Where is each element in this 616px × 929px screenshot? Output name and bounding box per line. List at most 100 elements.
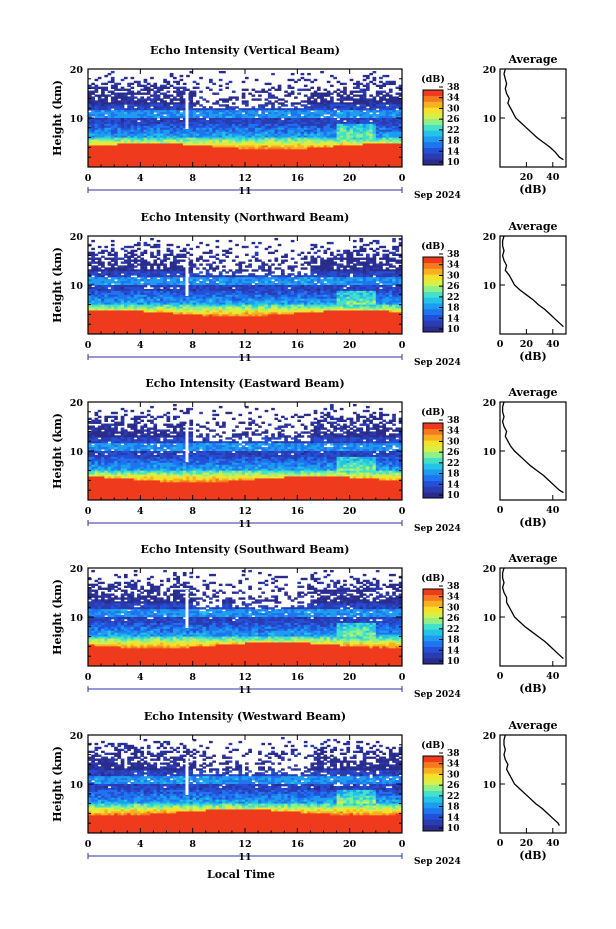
heatmap-cell — [225, 139, 230, 142]
heatmap-cell — [231, 96, 236, 99]
heatmap-cell — [352, 108, 357, 111]
heatmap-cell — [372, 135, 377, 138]
heatmap-cell — [117, 114, 122, 117]
heatmap-cell — [218, 70, 223, 74]
heatmap-cell — [362, 78, 367, 82]
heatmap-cell — [182, 131, 187, 135]
heatmap-cell — [140, 123, 144, 127]
heatmap-cell — [156, 125, 161, 129]
heatmap-cell — [264, 137, 269, 140]
heatmap-cell — [300, 123, 305, 127]
heatmap-cell — [195, 279, 200, 282]
heatmap-cell — [159, 88, 164, 91]
heatmap-cell — [297, 118, 301, 121]
heatmap-cell — [375, 106, 380, 109]
heatmap-cell — [97, 100, 102, 103]
heatmap-cell — [375, 90, 380, 93]
heatmap-cell — [395, 92, 400, 95]
heatmap-cell — [176, 127, 180, 131]
heatmap-cell — [94, 102, 99, 105]
heatmap-cell — [258, 98, 262, 101]
heatmap-cell — [375, 114, 380, 117]
heatmap-cell — [133, 100, 138, 103]
heatmap-cell — [362, 96, 367, 99]
heatmap-cell — [114, 137, 118, 140]
heatmap-cell — [303, 94, 308, 97]
heatmap-cell — [133, 249, 138, 253]
heatmap-cell — [195, 108, 200, 111]
heatmap-cell — [215, 102, 220, 105]
heatmap-cell — [336, 139, 341, 142]
heatmap-cell — [215, 116, 220, 119]
heatmap-cell — [258, 259, 262, 262]
heatmap-cell — [166, 86, 171, 89]
heatmap-cell — [277, 88, 282, 91]
profile-x-label: (dB) — [519, 183, 546, 196]
heatmap-cell — [137, 112, 141, 115]
heatmap-cell — [163, 104, 167, 107]
heatmap-cell — [261, 123, 266, 127]
heatmap-cell — [385, 114, 390, 117]
heatmap-cell — [362, 88, 367, 91]
heatmap-cell — [88, 139, 92, 142]
heatmap-cell — [225, 112, 230, 115]
heatmap-cell — [245, 127, 249, 131]
heatmap-cell — [114, 135, 118, 138]
heatmap-cell — [330, 253, 334, 256]
heatmap-cell — [323, 139, 328, 142]
heatmap-cell — [310, 118, 315, 121]
heatmap-cell — [392, 253, 396, 256]
heatmap-cell — [362, 84, 367, 88]
heatmap-cell — [235, 141, 239, 144]
heatmap-cell — [323, 127, 328, 131]
heatmap-cell — [349, 129, 354, 133]
heatmap-cell — [245, 131, 249, 135]
heatmap-cell — [388, 88, 393, 91]
heatmap-cell — [117, 133, 122, 137]
heatmap-cell — [395, 127, 400, 131]
heatmap-cell — [212, 255, 216, 258]
heatmap-cell — [153, 94, 158, 97]
heatmap-cell — [107, 125, 112, 129]
y-tick-label: 20 — [70, 65, 84, 76]
heatmap-cell — [110, 102, 115, 105]
heatmap-cell — [153, 255, 158, 258]
heatmap-cell — [274, 135, 279, 138]
heatmap-cell — [228, 123, 233, 127]
heatmap-cell — [120, 123, 125, 127]
heatmap-cell — [362, 104, 367, 107]
heatmap-cell — [375, 241, 380, 245]
heatmap-cell — [123, 100, 128, 103]
heatmap-cell — [349, 261, 354, 264]
heatmap-cell — [310, 102, 315, 105]
heatmap-cell — [127, 129, 131, 133]
heatmap-cell — [366, 84, 370, 88]
heatmap-cell — [264, 123, 269, 127]
heatmap-cell — [352, 139, 357, 142]
heatmap-cell — [238, 110, 243, 113]
heatmap-cell — [159, 116, 164, 119]
heatmap-cell — [352, 100, 357, 103]
heatmap-cell — [313, 139, 318, 142]
heatmap-cell — [143, 102, 148, 105]
heatmap-cell — [199, 123, 203, 127]
heatmap-cell — [392, 131, 396, 135]
heatmap-cell — [235, 121, 239, 125]
heatmap-cell — [245, 114, 249, 117]
heatmap-cell — [97, 118, 102, 121]
heatmap-cell — [343, 118, 347, 121]
heatmap-cell — [336, 80, 341, 84]
heatmap-cell — [362, 125, 367, 129]
heatmap-cell — [375, 84, 380, 88]
heatmap-cell — [146, 112, 151, 115]
heatmap-cell — [316, 135, 321, 138]
heatmap-cell — [277, 121, 282, 125]
heatmap-cell — [330, 108, 334, 111]
heatmap-cell — [123, 245, 128, 249]
heatmap-cell — [277, 84, 282, 88]
heatmap-cell — [228, 114, 233, 117]
heatmap-cell — [166, 249, 171, 253]
heatmap-cell — [209, 137, 213, 140]
heatmap-cell — [209, 131, 213, 135]
heatmap-cell — [101, 129, 105, 133]
